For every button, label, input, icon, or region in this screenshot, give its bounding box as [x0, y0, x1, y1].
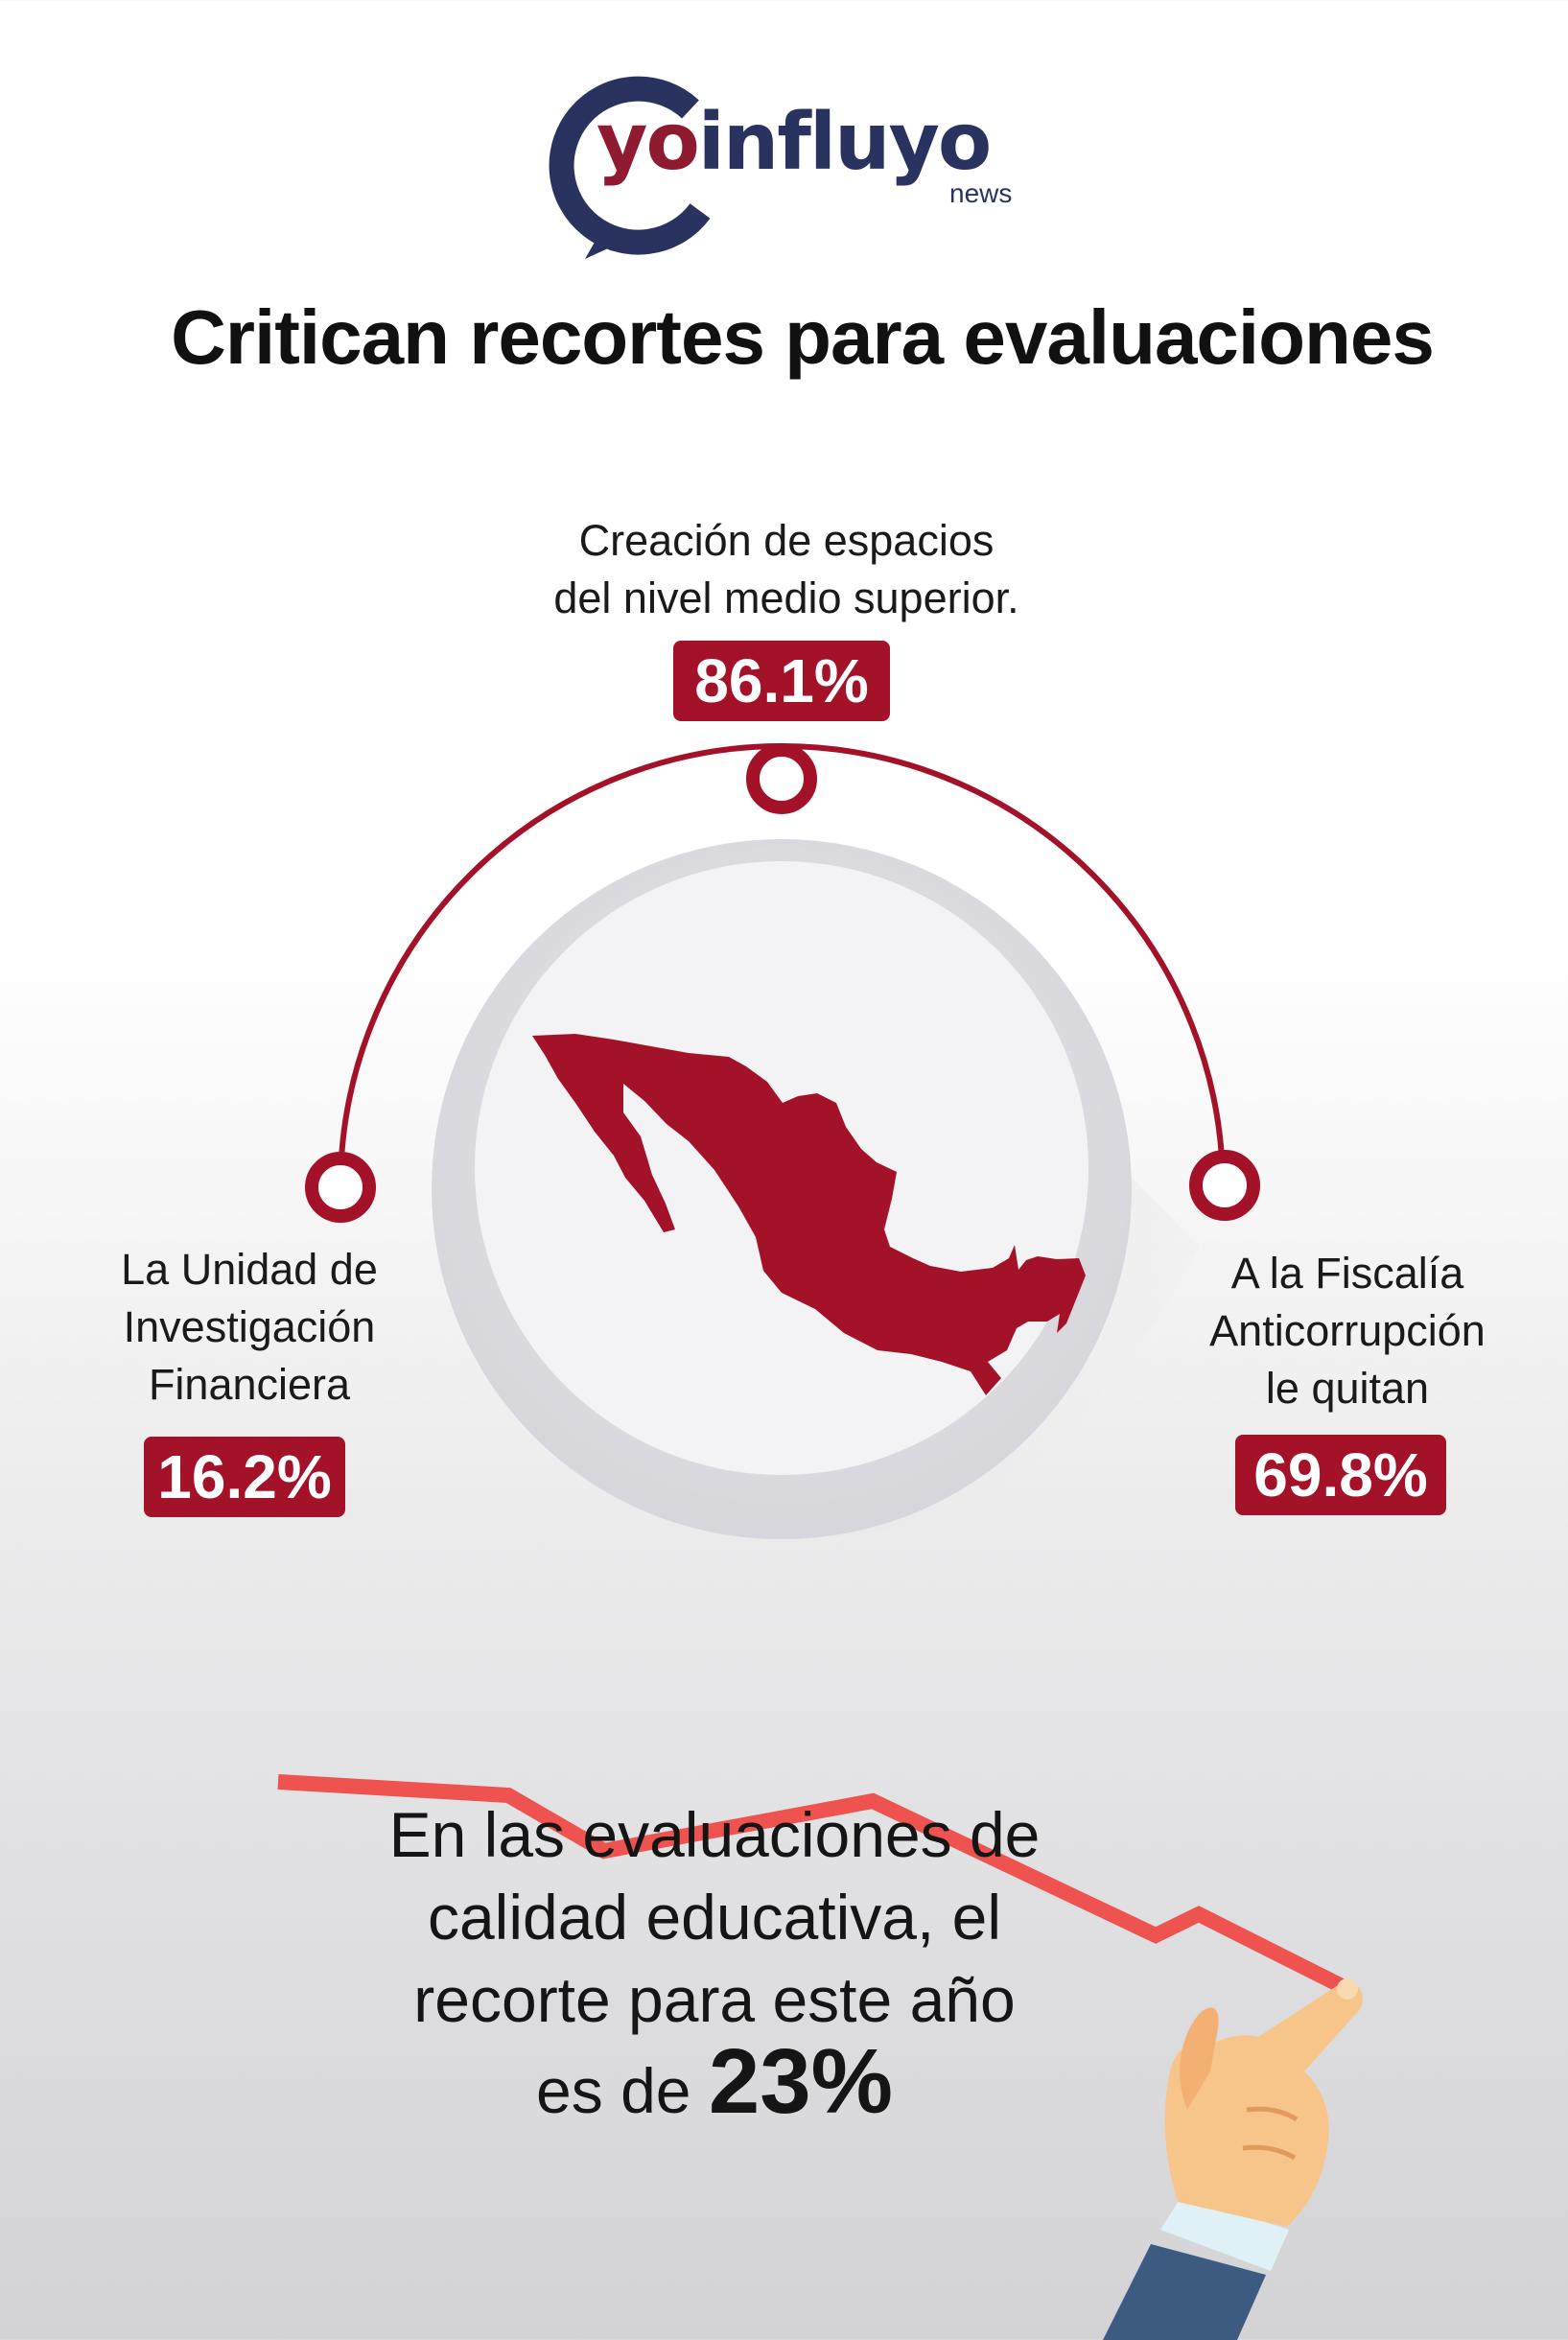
- trend-line: [277, 1774, 1351, 1997]
- trend-graphic: [277, 1774, 1363, 2340]
- node-top: [746, 743, 817, 814]
- item-right-value-badge: 69.8%: [1235, 1435, 1446, 1515]
- item-top-label-line-2: del nivel medio superior.: [553, 573, 1019, 622]
- bottom-percent: 23%: [708, 2030, 893, 2133]
- item-right-label-line-3: le quitan: [1265, 1364, 1430, 1413]
- logo-news: news: [949, 178, 1013, 208]
- item-top-value-badge: 86.1%: [673, 641, 890, 721]
- item-left-label-line-1: La Unidad de: [121, 1245, 378, 1294]
- item-right-label-line-1: A la Fiscalía: [1230, 1249, 1464, 1298]
- item-left-value-badge: 16.2%: [144, 1437, 345, 1517]
- item-left-label: La Unidad de Investigación Financiera: [96, 1241, 403, 1414]
- page-title: Critican recortes para evaluaciones: [171, 294, 1435, 380]
- mexico-map-icon: [532, 1034, 1086, 1395]
- bottom-line-4: es de 23%: [316, 2036, 1112, 2132]
- item-right-label-line-2: Anticorrupción: [1209, 1306, 1486, 1355]
- bottom-line-1: En las evaluaciones de: [388, 1799, 1041, 1870]
- item-right-label: A la Fiscalía Anticorrupción le quitan: [1175, 1245, 1520, 1417]
- logo-influyo: influyo: [697, 97, 992, 188]
- logo-wordmark: yoinfluyo: [597, 104, 992, 182]
- bottom-prefix: es de: [536, 2055, 709, 2126]
- bottom-statement: En las evaluaciones de calidad educativa…: [316, 1793, 1112, 2132]
- item-top-label: Creación de espacios del nivel medio sup…: [518, 512, 1055, 627]
- item-left-label-line-3: Financiera: [148, 1360, 351, 1409]
- item-top-label-line-1: Creación de espacios: [578, 516, 995, 565]
- item-left-label-line-2: Investigación: [123, 1302, 376, 1351]
- node-right: [1189, 1150, 1260, 1221]
- center-graphic: [305, 743, 1260, 1539]
- bottom-line-2: calidad educativa, el: [427, 1882, 1002, 1953]
- logo-yo: yo: [597, 97, 700, 188]
- bottom-line-3: recorte para este año: [413, 1964, 1016, 2035]
- logo-ring-icon: [549, 76, 711, 259]
- node-left: [305, 1152, 376, 1223]
- pointing-hand-icon: [1103, 1978, 1363, 2340]
